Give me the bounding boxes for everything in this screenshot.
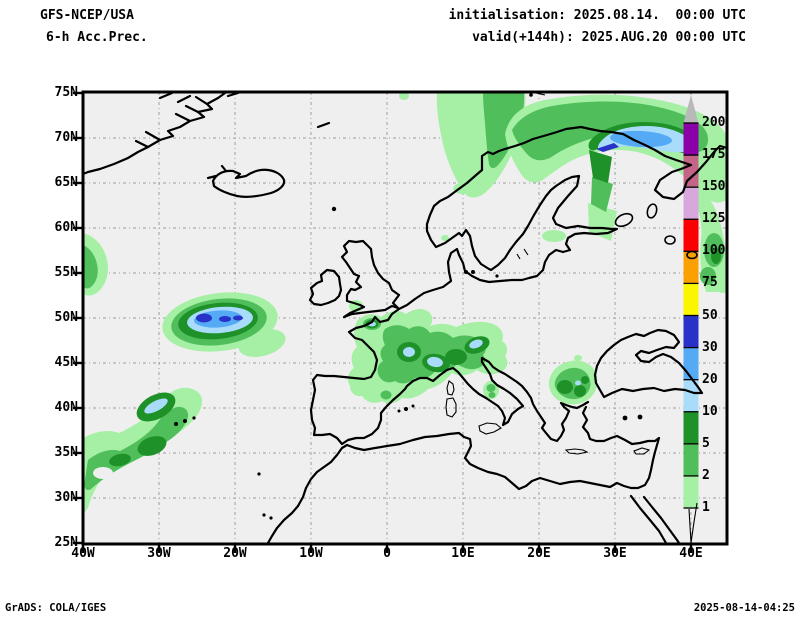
- colorbar-overflow-arrow: [683, 95, 699, 123]
- colorbar-segment: [683, 123, 699, 156]
- lon-tick-label: 30W: [147, 546, 171, 561]
- azores: [174, 422, 178, 426]
- colorbar-tick-label: 5: [702, 435, 710, 451]
- coastline-black-sea: [593, 328, 704, 399]
- colorbar-segment: [683, 475, 699, 508]
- cyprus: [633, 447, 651, 455]
- colorbar-tick-label: 175: [702, 147, 726, 163]
- lat-tick-label: 25N: [54, 535, 78, 550]
- colorbar-segment: [683, 379, 699, 412]
- lon-tick-label: 10E: [451, 546, 475, 561]
- lon-tick-label: 10W: [299, 546, 323, 561]
- lat-tick-label: 50N: [54, 310, 78, 325]
- colorbar-segment: [683, 411, 699, 444]
- coastline-iceland: [206, 164, 286, 198]
- valid-time: valid(+144h): 2025.AUG.20 00:00 UTC: [472, 30, 746, 45]
- colorbar-tick-label: 125: [702, 211, 726, 227]
- lat-tick-label: 30N: [54, 490, 78, 505]
- colorbar: [683, 95, 699, 509]
- plot-timestamp: 2025-08-14-04:25: [693, 602, 795, 614]
- lat-tick-label: 65N: [54, 175, 78, 190]
- lat-tick-label: 60N: [54, 220, 78, 235]
- coastline-red-sea: [629, 494, 681, 544]
- coastline-great-britain: [340, 239, 401, 319]
- lon-tick-label: 30E: [603, 546, 627, 561]
- turkish-lakes: [622, 415, 628, 421]
- coastline-turkey-africa: [266, 405, 661, 544]
- lon-tick-label: 40E: [679, 546, 703, 561]
- lat-tick-label: 40N: [54, 400, 78, 415]
- lon-tick-label: 0: [383, 546, 391, 561]
- lat-tick-label: 55N: [54, 265, 78, 280]
- lake-ladoga: [614, 212, 634, 228]
- coastline-jan-mayen: [316, 121, 331, 129]
- init-time: initialisation: 2025.08.14. 00:00 UTC: [448, 8, 746, 23]
- bear-island: [529, 93, 533, 97]
- colorbar-tick-label: 75: [702, 275, 718, 291]
- colorbar-segment: [683, 219, 699, 252]
- lat-tick-label: 75N: [54, 85, 78, 100]
- colorbar-tick-label: 10: [702, 403, 718, 419]
- coastline-greenland: [83, 92, 227, 176]
- colorbar-segment: [683, 283, 699, 316]
- colorbar-tick-label: 2: [702, 467, 710, 483]
- coastline-ireland: [308, 268, 343, 307]
- product-title: 6-h Acc.Prec.: [46, 30, 148, 45]
- lake-onega: [646, 203, 658, 219]
- colorbar-segment: [683, 251, 699, 284]
- colorbar-segment: [683, 347, 699, 380]
- crete: [564, 448, 589, 455]
- precipitation-shading-layer: [83, 92, 727, 514]
- lon-tick-label: 40W: [71, 546, 95, 561]
- colorbar-tick-label: 200: [702, 115, 726, 130]
- lat-tick-label: 45N: [54, 355, 78, 370]
- colorbar-segment: [683, 187, 699, 220]
- colorbar-segment: [683, 315, 699, 348]
- sicily: [478, 422, 502, 435]
- corsica: [446, 380, 455, 396]
- sardinia: [445, 397, 457, 418]
- model-title: GFS-NCEP/USA: [40, 8, 134, 23]
- colorbar-tick-label: 100: [702, 243, 726, 259]
- lat-tick-label: 70N: [54, 130, 78, 145]
- coastline-layer: [83, 92, 727, 544]
- axis-ticks: [73, 91, 693, 553]
- colorbar-tick-label: 30: [702, 339, 718, 355]
- madeira: [257, 472, 261, 476]
- colorbar-tick-label: 150: [702, 179, 726, 195]
- colorbar-tick-label: 1: [702, 500, 710, 515]
- coastline-mainland: [309, 125, 727, 446]
- faroe-islands: [331, 206, 337, 212]
- colorbar-tick-label: 50: [702, 307, 718, 323]
- lon-tick-label: 20E: [527, 546, 551, 561]
- lon-tick-label: 20W: [223, 546, 247, 561]
- grads-credit: GrADS: COLA/IGES: [5, 602, 107, 614]
- colorbar-segment: [683, 443, 699, 476]
- canary-islands: [262, 513, 266, 517]
- lat-tick-label: 35N: [54, 445, 78, 460]
- colorbar-tick-label: 20: [702, 371, 718, 387]
